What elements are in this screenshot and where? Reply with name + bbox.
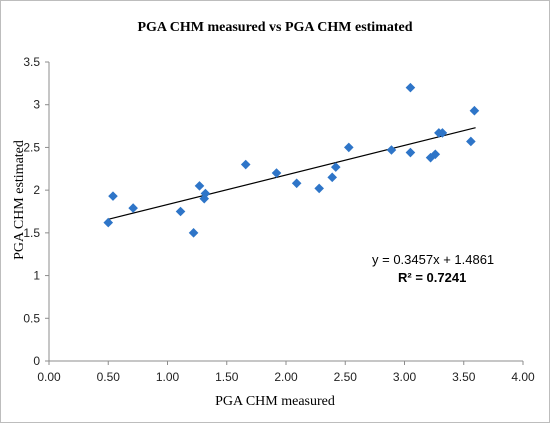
data-point [327, 172, 338, 183]
x-axis-label: PGA CHM measured [215, 394, 335, 409]
data-point [405, 147, 416, 158]
data-point [344, 142, 354, 153]
data-point [466, 136, 476, 147]
data-point [128, 203, 138, 213]
chart-title: PGA CHM measured vs PGA CHM estimated [137, 20, 413, 35]
trendline [108, 127, 476, 220]
data-point [108, 191, 118, 201]
x-tick-label: 1.00 [156, 370, 180, 384]
x-tick-label: 1.50 [215, 370, 239, 384]
data-point [188, 228, 199, 238]
data-point [437, 128, 448, 138]
trendline-equation: y = 0.3457x + 1.4861 [372, 252, 495, 267]
x-tick-label: 0.00 [37, 370, 61, 384]
x-tick-label: 2.00 [274, 370, 298, 384]
x-tick-label: 4.00 [511, 370, 535, 384]
data-point [386, 145, 397, 155]
data-point [330, 162, 341, 172]
y-tick-label: 0.5 [23, 311, 40, 325]
data-point [469, 105, 480, 116]
y-tick-label: 0 [33, 354, 40, 368]
data-point [199, 193, 210, 204]
data-point [291, 178, 302, 189]
r-squared-label: R² = 0.7241 [398, 270, 467, 285]
data-point [430, 149, 441, 160]
y-tick-label: 2.5 [23, 140, 40, 154]
y-tick-label: 2 [33, 183, 40, 197]
y-axis-label: PGA CHM estimated [12, 140, 27, 260]
x-tick-label: 3.00 [393, 370, 417, 384]
y-tick-label: 3 [33, 98, 40, 112]
data-point [240, 159, 251, 170]
data-point [200, 188, 211, 199]
data-point [271, 168, 282, 178]
y-tick-label: 3.5 [23, 55, 40, 69]
y-tick-label: 1 [33, 269, 40, 283]
x-tick-label: 2.50 [334, 370, 358, 384]
y-tick-label: 1.5 [23, 226, 40, 240]
data-point [194, 181, 205, 191]
data-point [405, 82, 416, 93]
data-point [175, 206, 186, 217]
data-point [314, 183, 324, 194]
x-tick-label: 3.50 [452, 370, 476, 384]
x-tick-label: 0.50 [97, 370, 121, 384]
data-point [103, 217, 114, 228]
